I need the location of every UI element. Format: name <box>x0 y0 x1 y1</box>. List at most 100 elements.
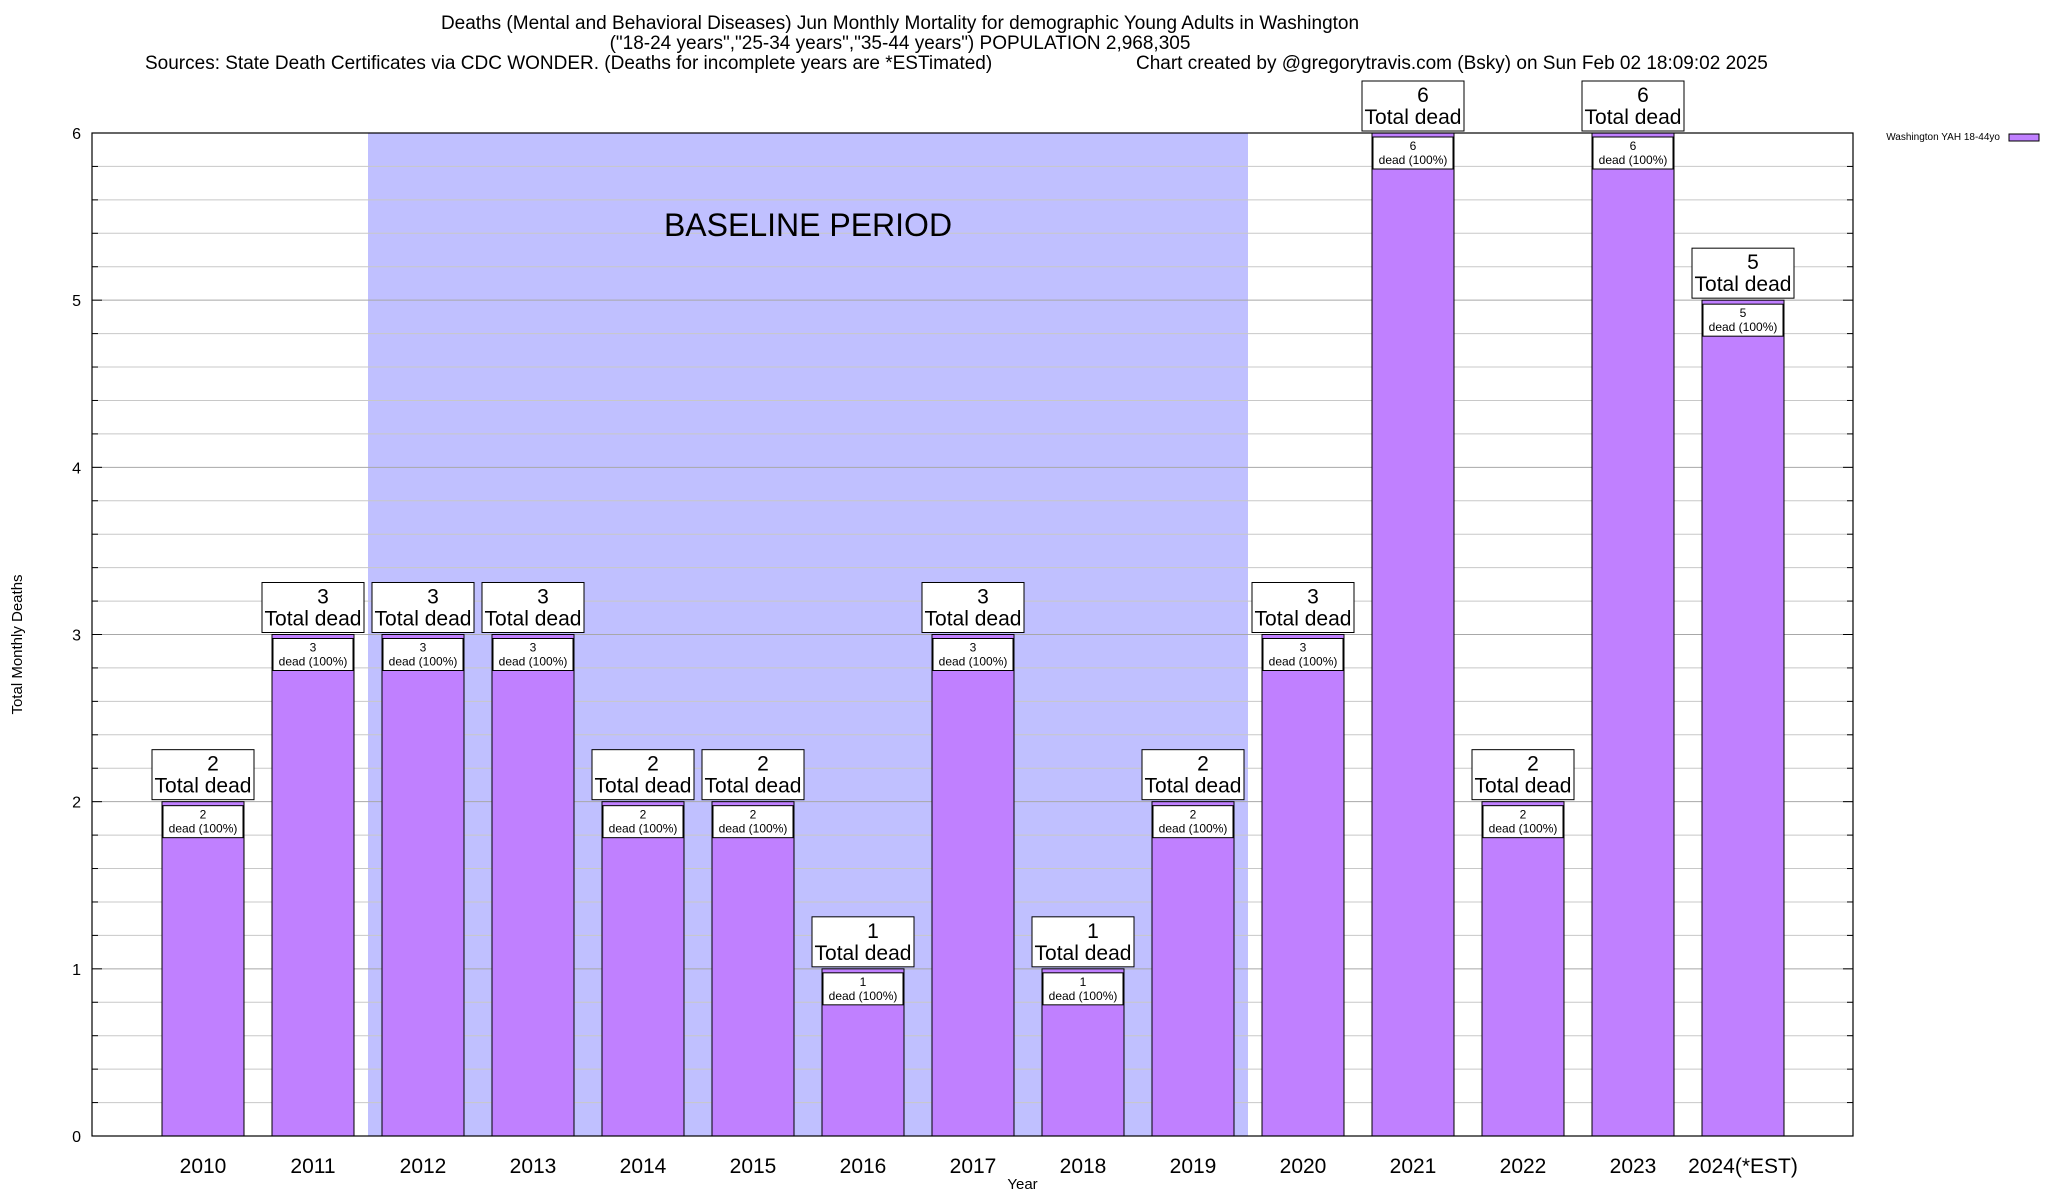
total-label-text: Total dead <box>1585 106 1682 129</box>
total-label-value: 2 <box>757 753 769 776</box>
inner-label-box <box>1702 303 1784 337</box>
inner-label-text: dead (100%) <box>169 822 238 836</box>
y-tick-label: 2 <box>72 795 81 812</box>
chart-title: Deaths (Mental and Behavioral Diseases) … <box>440 13 1360 34</box>
x-tick-label: 2014 <box>620 1155 667 1178</box>
y-tick-label: 0 <box>72 1129 81 1146</box>
inner-label-box <box>1592 136 1674 170</box>
chart-subtitle: ("18-24 years","25-34 years","35-44 year… <box>609 33 1191 54</box>
total-label-text: Total dead <box>1035 942 1132 965</box>
inner-label-box <box>602 805 684 839</box>
total-label-text: Total dead <box>1695 273 1792 296</box>
inner-label-value: 2 <box>200 808 207 822</box>
bar <box>1481 801 1565 1137</box>
x-tick-label: 2020 <box>1280 1155 1327 1178</box>
inner-label-value: 2 <box>1520 808 1527 822</box>
x-tick-label: 2011 <box>290 1155 335 1178</box>
total-label-box <box>1141 749 1245 801</box>
inner-label-text: dead (100%) <box>1379 153 1448 167</box>
total-label-text: Total dead <box>925 608 1022 631</box>
total-label-box <box>1691 247 1795 299</box>
y-axis-label: Total Monthly Deaths <box>9 574 26 714</box>
inner-label-value: 3 <box>420 641 427 655</box>
x-tick-label: 2017 <box>950 1155 997 1178</box>
inner-label-box <box>162 805 244 839</box>
total-label-value: 3 <box>1307 586 1319 609</box>
x-tick-label: 2016 <box>840 1155 887 1178</box>
x-tick-label: 2015 <box>730 1155 777 1178</box>
inner-label-box <box>712 805 794 839</box>
inner-label-text: dead (100%) <box>1269 655 1338 669</box>
y-tick-label: 1 <box>72 962 81 979</box>
total-label-text: Total dead <box>155 775 252 798</box>
total-label-text: Total dead <box>1255 608 1352 631</box>
inner-label-text: dead (100%) <box>389 655 458 669</box>
total-label-text: Total dead <box>1145 775 1242 798</box>
y-tick-label: 4 <box>72 460 81 477</box>
bar <box>1151 801 1235 1137</box>
total-label-box <box>481 582 585 633</box>
total-label-value: 3 <box>977 586 989 609</box>
inner-label-value: 2 <box>750 808 757 822</box>
inner-label-box <box>1152 805 1234 839</box>
x-tick-label: 2012 <box>400 1155 447 1178</box>
total-label-box <box>371 582 475 633</box>
bar <box>1261 634 1345 1137</box>
inner-label-box <box>1042 972 1124 1006</box>
total-label-value: 1 <box>867 920 879 943</box>
total-label-box <box>921 582 1025 633</box>
inner-label-box <box>1482 805 1564 839</box>
inner-label-value: 2 <box>640 808 647 822</box>
x-tick-label: 2019 <box>1170 1155 1217 1178</box>
x-tick-label: 2023 <box>1610 1155 1657 1178</box>
total-label-value: 1 <box>1087 920 1099 943</box>
total-label-value: 3 <box>317 586 329 609</box>
total-label-text: Total dead <box>1475 775 1572 798</box>
inner-label-value: 2 <box>1190 808 1197 822</box>
inner-label-box <box>1262 638 1344 671</box>
total-label-box <box>591 749 695 801</box>
total-label-text: Total dead <box>485 608 582 631</box>
total-label-value: 6 <box>1637 84 1649 107</box>
total-label-value: 3 <box>427 586 439 609</box>
total-label-text: Total dead <box>375 608 472 631</box>
total-label-text: Total dead <box>265 608 362 631</box>
inner-label-value: 1 <box>1080 975 1087 989</box>
inner-label-text: dead (100%) <box>279 655 348 669</box>
inner-label-box <box>272 638 354 671</box>
bar <box>491 634 575 1137</box>
bar <box>1371 132 1455 1137</box>
total-label-value: 5 <box>1747 251 1759 274</box>
inner-label-box <box>932 638 1014 671</box>
total-label-box <box>811 916 915 968</box>
y-tick-label: 6 <box>72 126 81 143</box>
inner-label-text: dead (100%) <box>1709 320 1778 334</box>
bar <box>601 801 685 1137</box>
total-label-box <box>1361 80 1465 132</box>
inner-label-text: dead (100%) <box>1049 989 1118 1003</box>
total-label-box <box>701 749 805 801</box>
chart-sources: Sources: State Death Certificates via CD… <box>145 53 993 74</box>
total-label-text: Total dead <box>595 775 692 798</box>
legend-swatch <box>2008 133 2040 142</box>
total-label-value: 2 <box>1527 753 1539 776</box>
y-tick-label: 3 <box>72 628 81 645</box>
total-label-box <box>1581 80 1685 132</box>
bar <box>931 634 1015 1137</box>
inner-label-value: 1 <box>860 975 867 989</box>
inner-label-text: dead (100%) <box>499 655 568 669</box>
inner-label-text: dead (100%) <box>939 655 1008 669</box>
inner-label-text: dead (100%) <box>829 989 898 1003</box>
total-label-box <box>1471 749 1575 801</box>
x-tick-label: 2021 <box>1390 1155 1437 1178</box>
total-label-box <box>1251 582 1355 633</box>
chart-credit: Chart created by @gregorytravis.com (Bsk… <box>1136 53 1768 74</box>
inner-label-box <box>822 972 904 1006</box>
inner-label-value: 3 <box>530 641 537 655</box>
bar <box>711 801 795 1137</box>
inner-label-box <box>1372 136 1454 170</box>
inner-label-text: dead (100%) <box>719 822 788 836</box>
bar <box>1591 132 1675 1137</box>
bar <box>381 634 465 1137</box>
